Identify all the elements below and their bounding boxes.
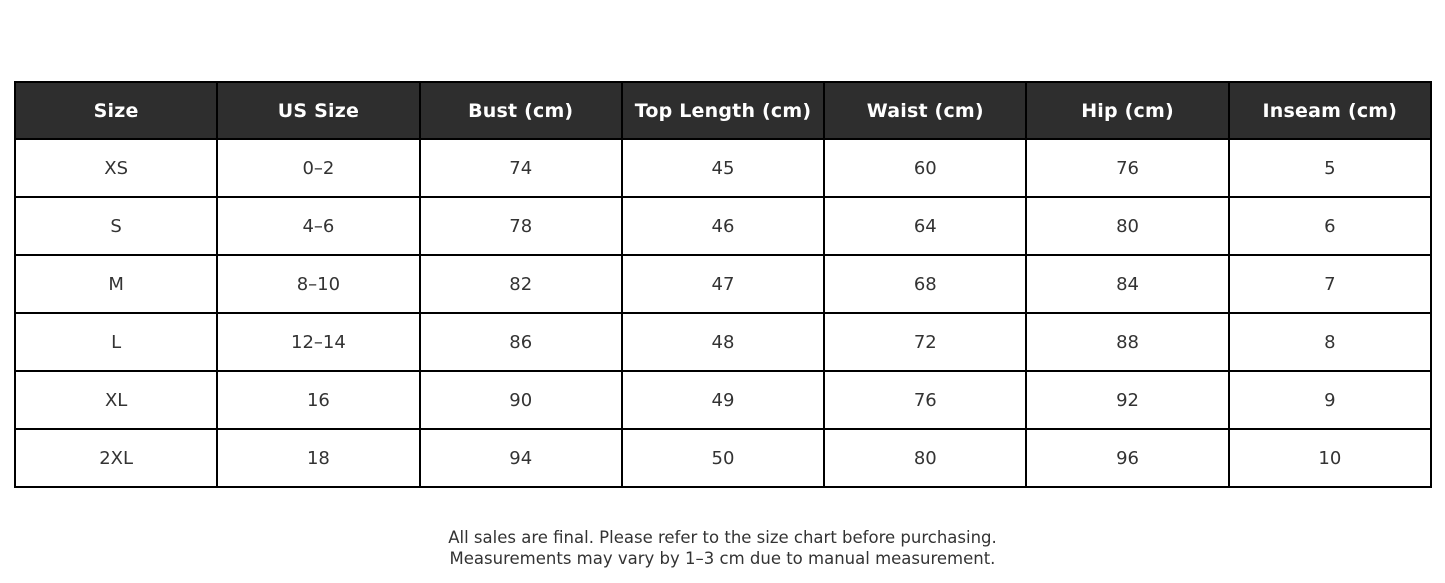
header-cell: Waist (cm) [823,81,1028,140]
header-cell: Size [13,81,219,140]
table-cell: XL [13,370,219,430]
table-cell: 68 [823,254,1028,314]
header-row: Size US Size Bust (cm) Top Length (cm) Waist… [13,81,1433,140]
table-cell: 2XL [13,428,219,488]
table-cell: 49 [620,370,826,430]
table-cell: 47 [620,254,826,314]
table-row: S 4–6 78 46 64 80 6 [13,196,1433,256]
table-row: L 12–14 86 48 72 88 8 [13,312,1433,372]
table-cell: 90 [418,370,623,430]
table-cell: 94 [418,428,623,488]
header-cell: US Size [216,81,421,140]
table-cell: 46 [620,196,826,256]
table-cell: 76 [823,370,1028,430]
size-chart-body: XS 0–2 74 45 60 76 5 S 4–6 78 46 64 80 6 M 8–10 82 47 68 84… [13,138,1433,488]
table-cell: 0–2 [216,138,421,198]
table-cell: 8–10 [216,254,421,314]
table-cell: 88 [1025,312,1230,372]
table-cell: 92 [1025,370,1230,430]
table-cell: 86 [418,312,623,372]
table-cell: S [13,196,219,256]
table-row: M 8–10 82 47 68 84 7 [13,254,1433,314]
table-cell: 82 [418,254,623,314]
table-cell: 5 [1227,138,1433,198]
table-row: XL 16 90 49 76 92 9 [13,370,1433,430]
table-cell: 80 [823,428,1028,488]
table-cell: 84 [1025,254,1230,314]
table-cell: 76 [1025,138,1230,198]
table-cell: 80 [1025,196,1230,256]
table-cell: 96 [1025,428,1230,488]
table-cell: 18 [216,428,421,488]
table-cell: 9 [1227,370,1433,430]
table-cell: M [13,254,219,314]
table-cell: 4–6 [216,196,421,256]
table-cell: 50 [620,428,826,488]
disclaimer-line-2: Measurements may vary by 1–3 cm due to m… [449,549,996,568]
size-chart-header: Size US Size Bust (cm) Top Length (cm) Waist… [13,81,1433,140]
table-cell: 72 [823,312,1028,372]
header-cell: Hip (cm) [1025,81,1230,140]
table-row: 2XL 18 94 50 80 96 10 [13,428,1433,488]
table-cell: L [13,312,219,372]
table-cell: 8 [1227,312,1433,372]
header-cell: Top Length (cm) [620,81,826,140]
table-cell: 74 [418,138,623,198]
table-cell: 45 [620,138,826,198]
header-cell: Inseam (cm) [1227,81,1433,140]
header-cell: Bust (cm) [418,81,623,140]
size-chart-table: Size US Size Bust (cm) Top Length (cm) Waist… [13,81,1433,488]
table-cell: XS [13,138,219,198]
table-cell: 12–14 [216,312,421,372]
table-cell: 7 [1227,254,1433,314]
table-cell: 78 [418,196,623,256]
disclaimer-line-1: All sales are final. Please refer to the… [448,528,997,547]
table-cell: 16 [216,370,421,430]
disclaimer-note: All sales are final. Please refer to the… [0,527,1445,569]
table-row: XS 0–2 74 45 60 76 5 [13,138,1433,198]
table-cell: 48 [620,312,826,372]
table-cell: 6 [1227,196,1433,256]
table-cell: 64 [823,196,1028,256]
table-cell: 10 [1227,428,1433,488]
table-cell: 60 [823,138,1028,198]
